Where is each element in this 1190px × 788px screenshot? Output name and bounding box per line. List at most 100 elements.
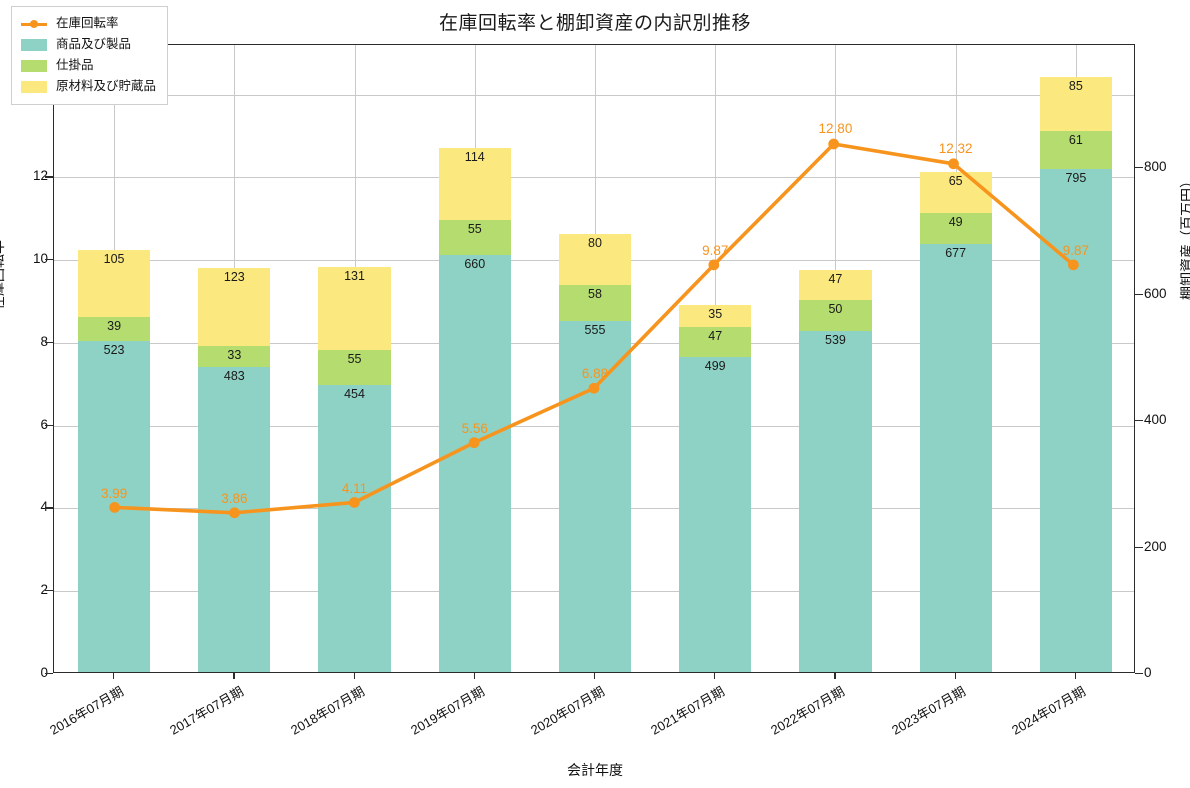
bar-group[interactable]: 539 50 47: [799, 269, 872, 672]
bar-group[interactable]: 660 55 114: [438, 147, 511, 672]
bar-segment-raw[interactable]: 85: [1039, 77, 1112, 131]
line-marker-point[interactable]: [348, 497, 360, 508]
line-marker-point[interactable]: [1067, 259, 1079, 271]
x-tick-label: 2020年07月期: [528, 683, 607, 738]
bar-segment-value: 677: [945, 246, 967, 261]
line-marker-point[interactable]: [948, 158, 959, 170]
line-marker-point[interactable]: [229, 507, 240, 519]
plot-area: 523 39 105 483 33 123 454 55 131 660 55 114 555 58 80 4…: [53, 44, 1135, 673]
bar-segment-value: 123: [223, 270, 245, 285]
bar-segment-raw[interactable]: 80: [558, 233, 632, 285]
bar-segment-raw[interactable]: 105: [78, 250, 151, 317]
bar-group[interactable]: 454 55 131: [318, 267, 391, 672]
legend-item-inventory-turnover: 在庫回転率: [21, 13, 156, 34]
y-tickmark-left: [45, 341, 53, 344]
y-tick-left: 2: [8, 582, 48, 597]
x-tick-label: 2022年07月期: [768, 683, 848, 738]
bar-segment-value: 499: [704, 358, 726, 373]
bar-segment-value: 795: [1065, 171, 1087, 186]
bar-segment-raw[interactable]: 123: [198, 268, 271, 346]
y-tick-right: 200: [1144, 538, 1167, 554]
bar-segment-merchandise[interactable]: 539: [799, 331, 872, 672]
bar-segment-value: 80: [588, 235, 602, 250]
bar-group[interactable]: 677 49 65: [919, 171, 992, 672]
line-marker-point[interactable]: [708, 259, 720, 271]
gridline-horizontal: [54, 177, 1134, 179]
line-point-value: 5.56: [461, 420, 488, 436]
bar-segment-wip[interactable]: 55: [318, 350, 391, 385]
line-point-value: 3.99: [100, 485, 128, 501]
bar-segment-value: 49: [948, 215, 963, 230]
legend-item-label: 原材料及び貯蔵品: [56, 79, 157, 94]
y-tickmark-left: [45, 259, 53, 261]
y-tickmark-left: [45, 176, 53, 178]
bar-segment-merchandise[interactable]: 499: [679, 356, 752, 672]
y-tick-left: 10: [32, 251, 48, 267]
bar-segment-wip[interactable]: 39: [78, 316, 151, 342]
x-tickmark: [233, 673, 235, 679]
y-tickmark-left: [45, 673, 53, 675]
x-tick-label: 2021年07月期: [648, 683, 728, 738]
bar-segment-raw[interactable]: 65: [919, 171, 992, 214]
bar-segment-merchandise[interactable]: 483: [198, 366, 271, 672]
bar-segment-raw[interactable]: 47: [799, 269, 872, 300]
bar-segment-wip[interactable]: 61: [1039, 130, 1112, 170]
x-tick-label: 2018年07月期: [287, 683, 367, 738]
line-marker-point[interactable]: [588, 382, 600, 394]
bar-segment-value: 523: [103, 343, 125, 358]
x-tickmark: [1074, 673, 1077, 679]
line-point-value: 9.87: [702, 242, 729, 258]
legend-item-label: 在庫回転率: [56, 16, 119, 31]
bar-segment-value: 539: [825, 333, 846, 348]
legend-item-wip: 仕掛品: [21, 55, 156, 76]
line-marker-point[interactable]: [468, 437, 480, 449]
x-tickmark: [594, 673, 596, 679]
legend-item-raw-materials: 原材料及び貯蔵品: [21, 76, 156, 97]
gridline-horizontal: [54, 94, 1134, 96]
bar-segment-value: 39: [107, 318, 122, 333]
bar-segment-raw[interactable]: 35: [679, 304, 752, 327]
line-marker-point[interactable]: [828, 138, 840, 150]
bar-segment-wip[interactable]: 55: [438, 220, 511, 255]
line-marker-icon: [21, 18, 47, 30]
x-tickmark: [834, 673, 836, 679]
y-tickmark-right: [1135, 293, 1143, 295]
line-marker-point[interactable]: [109, 502, 121, 513]
bar-segment-wip[interactable]: 33: [198, 345, 271, 367]
bar-segment-value: 55: [467, 222, 482, 237]
bar-segment-merchandise[interactable]: 555: [558, 321, 632, 672]
bar-segment-merchandise[interactable]: 677: [919, 244, 992, 672]
bar-segment-value: 33: [227, 347, 242, 362]
line-point-value: 9.87: [1062, 242, 1090, 258]
bar-segment-value: 454: [344, 387, 365, 401]
y-tick-left: 4: [8, 499, 48, 514]
bar-segment-wip[interactable]: 47: [679, 326, 752, 357]
bar-group[interactable]: 483 33 123: [198, 268, 271, 672]
bar-segment-wip[interactable]: 58: [558, 284, 632, 322]
bar-segment-merchandise[interactable]: 795: [1039, 169, 1112, 672]
line-point-value: 3.86: [221, 491, 248, 507]
bar-group[interactable]: 499 47 35: [679, 304, 752, 672]
y-tickmark-left: [45, 590, 53, 592]
y-tick-left: 12: [32, 168, 48, 184]
bar-segment-wip[interactable]: 50: [799, 299, 872, 332]
y-tick-left: 0: [8, 665, 48, 680]
bar-segment-raw[interactable]: 114: [438, 147, 511, 221]
y-tick-right: 400: [1144, 412, 1167, 428]
bar-segment-value: 483: [223, 368, 245, 383]
line-point-value: 4.11: [341, 480, 368, 496]
bar-segment-wip[interactable]: 49: [919, 213, 992, 245]
bar-segment-value: 105: [103, 252, 125, 267]
bar-segment-merchandise[interactable]: 660: [438, 254, 511, 672]
y-tick-left: 8: [8, 334, 48, 349]
x-tickmark: [714, 673, 716, 679]
bar-group[interactable]: 555 58 80: [558, 233, 632, 672]
bar-group[interactable]: 523 39 105: [78, 250, 151, 672]
bar-segment-value: 47: [828, 271, 843, 286]
line-point-value: 6.88: [581, 366, 609, 382]
bar-segment-raw[interactable]: 131: [318, 267, 391, 351]
y-tickmark-right: [1135, 167, 1143, 169]
bar-segment-merchandise[interactable]: 454: [318, 385, 391, 672]
bar-group[interactable]: 795 61 85: [1039, 77, 1112, 672]
swatch-icon: [21, 80, 47, 93]
